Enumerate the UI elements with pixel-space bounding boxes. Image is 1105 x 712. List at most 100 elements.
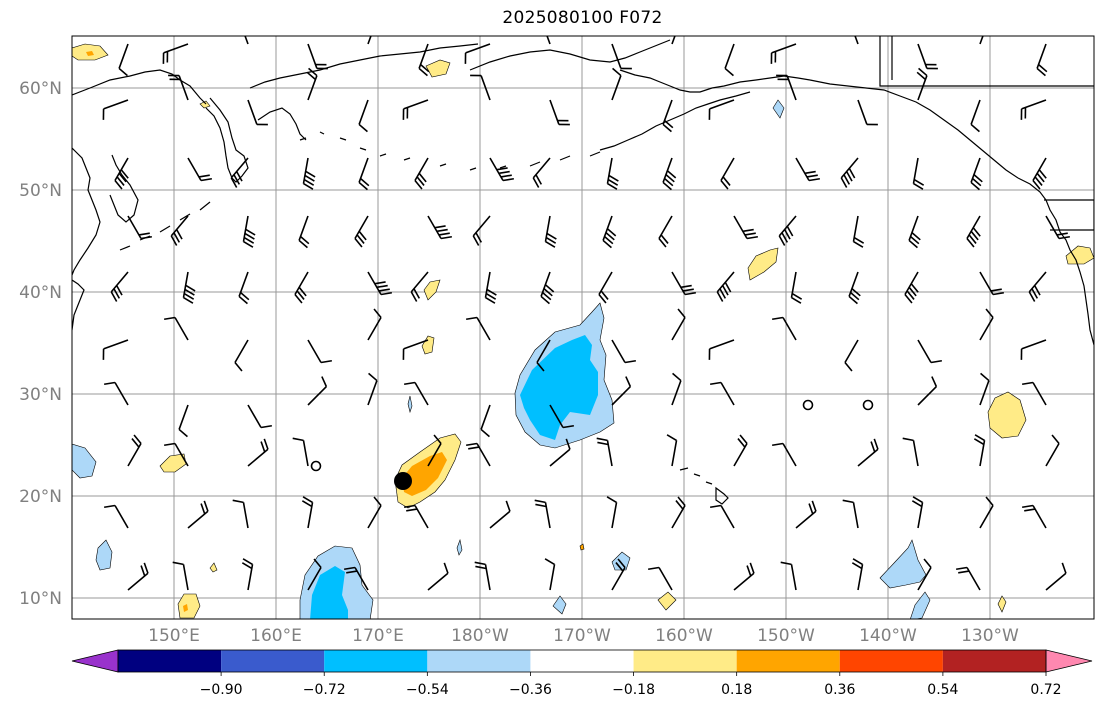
wind-barb xyxy=(244,36,249,45)
wind-barb xyxy=(170,215,189,246)
wind-barb xyxy=(104,381,129,406)
wind-barb xyxy=(611,43,632,70)
wind-barb xyxy=(301,496,314,529)
wind-barb xyxy=(1022,381,1047,406)
shaded-anomalies xyxy=(72,43,1094,619)
wind-barb xyxy=(414,157,429,190)
lon-label: 140°W xyxy=(859,626,917,646)
anomaly-region xyxy=(95,539,113,571)
wind-barb xyxy=(540,271,555,305)
wind-barb xyxy=(102,99,129,120)
lat-label: 40°N xyxy=(19,283,62,303)
wind-barb xyxy=(544,215,557,248)
anomaly-region xyxy=(199,100,211,109)
wind-barb xyxy=(966,215,981,248)
wind-barb xyxy=(854,36,859,45)
wind-barb xyxy=(720,157,735,190)
wind-barb xyxy=(549,99,570,126)
wind-barb xyxy=(772,316,797,341)
wind-barb xyxy=(852,215,865,248)
wind-barb xyxy=(358,99,369,133)
anomaly-region xyxy=(772,99,785,119)
wind-barb xyxy=(367,372,378,406)
wind-barb xyxy=(404,504,429,529)
wind-barb xyxy=(648,566,673,591)
wind-barb xyxy=(472,215,491,246)
wind-barb xyxy=(606,157,619,190)
wind-barb xyxy=(292,437,309,467)
wind-barb xyxy=(1020,339,1047,360)
wind-barb xyxy=(307,339,332,364)
wind-barb xyxy=(294,271,309,304)
wind-barb xyxy=(247,438,269,467)
wind-barb xyxy=(795,500,817,529)
wind-barb xyxy=(902,437,919,467)
wind-barb xyxy=(912,157,925,190)
lon-label: 150°W xyxy=(757,626,815,646)
wind-barb xyxy=(402,339,429,360)
calm-circle xyxy=(310,460,322,472)
wind-barb xyxy=(598,271,613,304)
wind-barb xyxy=(104,504,129,529)
wind-barb xyxy=(770,43,797,64)
wind-barb xyxy=(710,504,735,529)
anomaly-region xyxy=(747,247,779,281)
wind-barb xyxy=(979,271,1004,296)
wind-barb xyxy=(164,316,189,341)
wind-barb xyxy=(127,562,149,591)
wind-barb xyxy=(1022,504,1047,529)
wind-barb xyxy=(182,271,196,304)
wind-barb xyxy=(302,157,316,190)
colorbar-segment xyxy=(427,650,531,672)
colorbar-label: 0.18 xyxy=(721,682,752,698)
wind-barb xyxy=(238,271,250,305)
anomaly-region xyxy=(657,591,677,611)
anomaly-region xyxy=(520,335,598,440)
wind-barb xyxy=(606,496,618,529)
wind-barb xyxy=(110,271,129,302)
wind-barb xyxy=(474,561,491,591)
colorbar-segment xyxy=(118,650,222,672)
colorbar-segment xyxy=(736,650,840,672)
anomaly-region xyxy=(86,51,94,56)
wind-barb xyxy=(917,339,942,364)
colorbar: −0.90 −0.72 −0.54 −0.36 −0.18 0.18 0.36 0.54 0.7… xyxy=(71,649,1093,698)
wind-barb xyxy=(114,157,129,190)
wind-barb xyxy=(427,562,449,591)
wind-barb xyxy=(358,157,370,191)
wind-barb xyxy=(979,308,994,341)
wind-barb xyxy=(973,434,986,467)
wind-barb xyxy=(344,566,369,591)
wind-barb xyxy=(908,215,921,249)
wind-barb xyxy=(187,157,212,182)
wind-barb xyxy=(427,434,442,467)
wind-barb xyxy=(367,496,382,529)
anomaly-region xyxy=(552,595,567,615)
wind-barb xyxy=(911,496,924,529)
lon-label: 170°W xyxy=(553,626,611,646)
wind-barb xyxy=(708,339,735,360)
wind-barb xyxy=(979,372,990,406)
lon-label: 160°E xyxy=(250,626,302,646)
wind-barb xyxy=(979,36,984,45)
wind-barb xyxy=(367,36,372,45)
anomaly-region xyxy=(997,595,1007,613)
wind-barb xyxy=(484,271,497,304)
wind-barb xyxy=(671,496,686,529)
lat-label: 20°N xyxy=(19,487,62,507)
wind-barb xyxy=(532,157,551,188)
wind-barb xyxy=(970,157,983,191)
coastlines xyxy=(72,36,1094,505)
wind-barb xyxy=(470,74,491,101)
lon-label: 170°E xyxy=(352,626,404,646)
anomaly-region xyxy=(579,543,585,551)
wind-barb xyxy=(733,562,755,591)
wind-barb xyxy=(247,99,268,126)
wind-barb xyxy=(956,566,981,591)
colorbar-label: −0.72 xyxy=(303,682,346,698)
wind-barb xyxy=(733,215,758,240)
wind-barb xyxy=(418,43,430,77)
lat-label: 30°N xyxy=(19,385,62,405)
wind-barb xyxy=(724,43,735,77)
